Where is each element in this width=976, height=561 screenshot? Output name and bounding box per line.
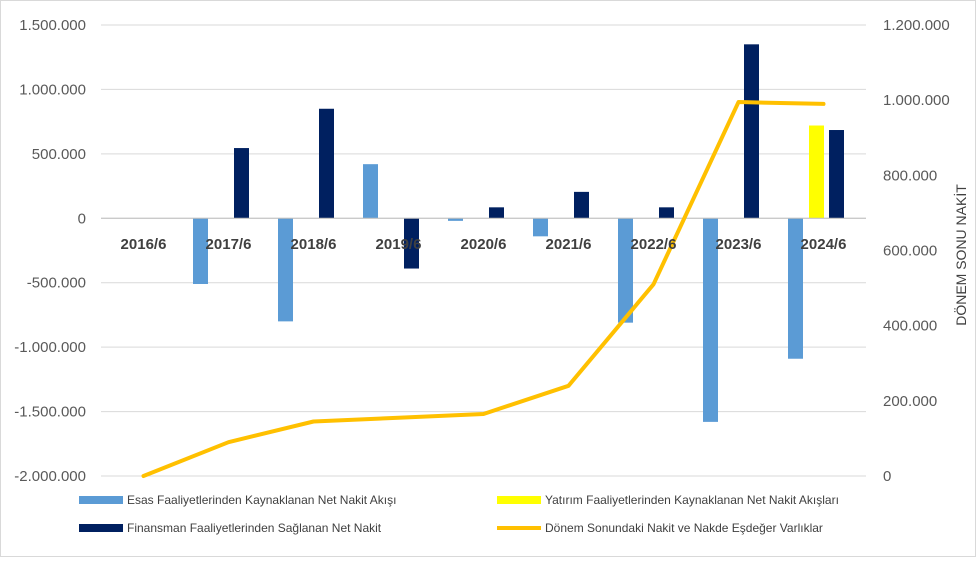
bar [448,218,463,221]
bar [319,108,334,219]
bar [788,218,803,359]
category-label: 2019/6 [376,236,422,253]
category-label: 2023/6 [716,236,762,253]
legend-label: Dönem Sonundaki Nakit ve Nakde Eşdeğer V… [545,521,823,535]
legend-swatch [497,496,541,504]
line-series-path [141,100,826,478]
right-axis-tick-label: 1.000.000 [883,92,950,109]
right-axis-tick-label: 600.000 [883,243,937,260]
bar [404,218,419,269]
bar [618,218,633,323]
legend-label: Esas Faaliyetlerinden Kaynaklanan Net Na… [127,493,396,507]
right-axis-tick-label: 1.200.000 [883,17,950,34]
right-axis-title: DÖNEM SONU NAKİT [952,184,969,326]
left-axis-tick-label: -2.000.000 [14,468,86,485]
right-axis-ticks: 1.200.000 1.000.000 800.000 600.000 400.000 2… [883,17,950,485]
left-axis-tick-label: -1.500.000 [14,404,86,421]
bar [659,207,674,219]
left-axis-tick-label: -1.000.000 [14,339,86,356]
category-label: 2018/6 [291,236,337,253]
bar [363,164,378,219]
bar-series [101,44,866,422]
bar [489,207,504,219]
bar [193,218,208,285]
bar [744,44,759,219]
bar [533,218,548,237]
legend-swatch [79,524,123,532]
bar [278,218,293,322]
left-axis-tick-label: 500.000 [32,146,86,163]
legend-label: Finansman Faaliyetlerinden Sağlanan Net … [127,521,382,535]
left-axis-tick-label: 1.500.000 [19,17,86,34]
legend-swatch [79,496,123,504]
right-axis-tick-label: 200.000 [883,393,937,410]
category-label: 2022/6 [631,236,677,253]
category-label: 2016/6 [121,236,167,253]
left-axis-tick-label: -500.000 [27,275,86,292]
category-label: 2020/6 [461,236,507,253]
legend: Esas Faaliyetlerinden Kaynaklanan Net Na… [79,493,839,535]
legend-label: Yatırım Faaliyetlerinden Kaynaklanan Net… [545,493,839,507]
bar [234,148,249,219]
bar [809,125,824,219]
right-axis-tick-label: 0 [883,468,891,485]
left-axis-ticks: 1.500.000 1.000.000 500.000 0 -500.000 -1.000… [14,17,86,485]
right-axis-tick-label: 800.000 [883,167,937,184]
bar [574,191,589,219]
category-label: 2024/6 [801,236,847,253]
category-label: 2017/6 [206,236,252,253]
left-axis-tick-label: 0 [78,210,86,227]
bar [829,130,844,219]
bar [703,218,718,422]
line-series [141,100,826,478]
left-axis-tick-label: 1.000.000 [19,81,86,98]
category-label: 2021/6 [546,236,592,253]
category-labels: 2016/6 2017/6 2018/6 2019/6 2020/6 2021/6 2022… [121,236,847,253]
right-axis-tick-label: 400.000 [883,318,937,335]
